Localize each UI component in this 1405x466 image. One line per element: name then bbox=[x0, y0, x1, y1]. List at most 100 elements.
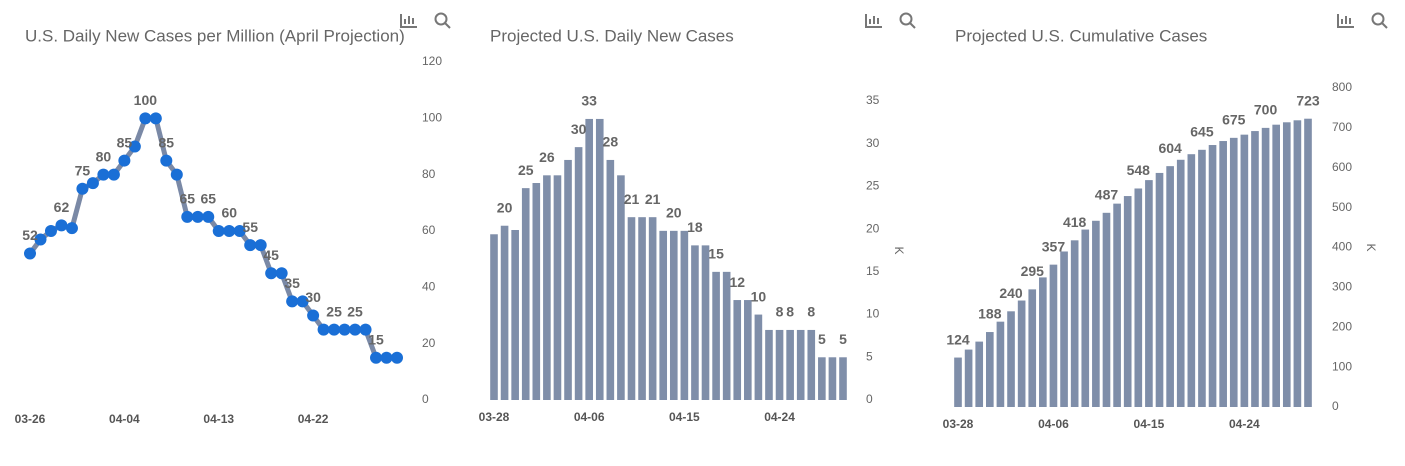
bar bbox=[1145, 180, 1153, 407]
marker bbox=[65, 222, 78, 235]
x-tick-label: 03-28 bbox=[943, 417, 974, 431]
bar bbox=[1134, 188, 1143, 407]
chart-title: U.S. Daily New Cases per Million (April … bbox=[25, 26, 405, 45]
marker bbox=[128, 140, 141, 153]
data-label: 20 bbox=[497, 199, 513, 215]
bar bbox=[1240, 134, 1249, 407]
bar bbox=[680, 230, 689, 400]
y-tick-label: 60 bbox=[422, 223, 436, 237]
x-tick-label: 04-06 bbox=[574, 410, 605, 424]
bar bbox=[996, 321, 1005, 407]
y-tick-label: 200 bbox=[1332, 319, 1352, 333]
marker bbox=[296, 295, 309, 308]
y-tick-label: 25 bbox=[866, 179, 880, 193]
bar bbox=[1198, 149, 1206, 407]
y-tick-label: 20 bbox=[422, 336, 436, 350]
marker bbox=[338, 323, 351, 336]
data-label: 124 bbox=[946, 331, 970, 347]
bar bbox=[1187, 154, 1196, 407]
marker bbox=[170, 168, 183, 181]
y-tick-label: 5 bbox=[866, 349, 873, 363]
marker bbox=[359, 323, 372, 336]
y-tick-label: 0 bbox=[1332, 399, 1339, 413]
marker bbox=[149, 112, 162, 125]
bar bbox=[1166, 166, 1174, 407]
chart-title: Projected U.S. Cumulative Cases bbox=[955, 26, 1207, 45]
data-label: 295 bbox=[1021, 263, 1045, 279]
data-label: 21 bbox=[645, 191, 661, 207]
data-label: 65 bbox=[200, 191, 216, 207]
bar bbox=[1070, 240, 1079, 407]
zoom-button[interactable] bbox=[1371, 12, 1388, 29]
marker bbox=[181, 210, 194, 223]
data-label: 188 bbox=[978, 306, 1002, 322]
bar bbox=[627, 217, 636, 400]
marker bbox=[44, 225, 57, 237]
bar bbox=[1028, 289, 1037, 407]
marker bbox=[86, 177, 99, 190]
chart-type-button[interactable] bbox=[400, 14, 417, 28]
data-label: 30 bbox=[571, 121, 587, 137]
bar bbox=[574, 147, 583, 400]
data-label: 18 bbox=[687, 219, 703, 235]
bar bbox=[1081, 229, 1090, 407]
data-label: 75 bbox=[75, 162, 91, 178]
bar bbox=[818, 357, 826, 400]
y-tick-label: 700 bbox=[1332, 120, 1352, 134]
bar bbox=[490, 234, 498, 400]
bar bbox=[1261, 127, 1270, 407]
data-label: 723 bbox=[1296, 92, 1320, 108]
marker bbox=[223, 225, 236, 237]
marker bbox=[24, 247, 36, 260]
data-label: 25 bbox=[326, 303, 342, 319]
bar bbox=[511, 229, 519, 400]
bar bbox=[1272, 124, 1280, 407]
bar bbox=[1039, 277, 1047, 407]
data-label: 5 bbox=[839, 331, 847, 347]
data-label: 645 bbox=[1190, 124, 1214, 140]
bar bbox=[828, 357, 837, 400]
chart-type-button[interactable] bbox=[865, 14, 882, 28]
marker bbox=[317, 323, 330, 336]
bar bbox=[807, 329, 816, 400]
y-tick-label: 0 bbox=[866, 392, 873, 406]
bar bbox=[722, 271, 731, 400]
bar bbox=[1251, 131, 1259, 407]
x-tick-label: 04-06 bbox=[1038, 417, 1069, 431]
marker bbox=[233, 225, 246, 237]
bar bbox=[691, 245, 699, 400]
data-label: 487 bbox=[1095, 187, 1119, 203]
chart-type-button[interactable] bbox=[1337, 14, 1354, 28]
bar bbox=[986, 332, 994, 407]
bar bbox=[1113, 203, 1121, 407]
x-tick-label: 04-04 bbox=[109, 412, 140, 426]
y-axis-label: K bbox=[1364, 243, 1378, 251]
data-label: 357 bbox=[1042, 238, 1066, 254]
bar bbox=[1304, 118, 1312, 408]
bar bbox=[648, 217, 657, 400]
bar bbox=[617, 175, 625, 400]
data-label: 62 bbox=[54, 199, 70, 215]
marker bbox=[160, 154, 173, 167]
bar bbox=[1017, 300, 1026, 407]
y-axis-label: K bbox=[892, 246, 906, 254]
bar bbox=[638, 217, 646, 400]
zoom-button[interactable] bbox=[899, 12, 916, 29]
line bbox=[27, 115, 397, 361]
bar bbox=[553, 175, 562, 400]
bar bbox=[744, 300, 752, 400]
zoom-button[interactable] bbox=[434, 12, 451, 29]
data-label: 52 bbox=[22, 227, 38, 243]
data-label: 5 bbox=[818, 331, 826, 347]
marker bbox=[244, 239, 257, 252]
data-label: 100 bbox=[134, 92, 158, 108]
y-tick-label: 300 bbox=[1332, 280, 1352, 294]
bar bbox=[1208, 145, 1217, 408]
data-label: 8 bbox=[807, 304, 815, 320]
chart-title: Projected U.S. Daily New Cases bbox=[490, 26, 734, 45]
y-tick-label: 500 bbox=[1332, 200, 1352, 214]
data-label: 548 bbox=[1127, 162, 1151, 178]
marker bbox=[286, 295, 299, 308]
data-label: 85 bbox=[117, 134, 133, 150]
